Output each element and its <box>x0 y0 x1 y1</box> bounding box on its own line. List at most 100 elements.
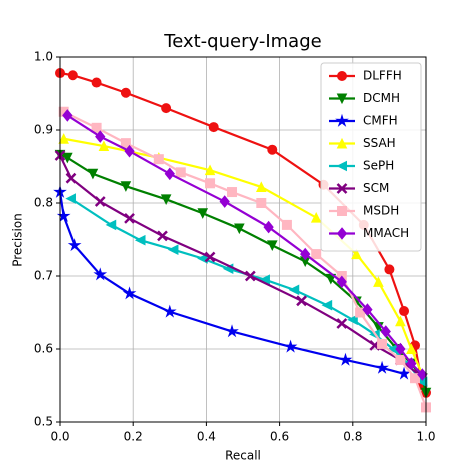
data-point <box>406 357 417 370</box>
data-point <box>87 168 99 180</box>
data-point <box>120 181 132 192</box>
x-axis-label: Recall <box>225 449 261 463</box>
legend-box <box>320 62 422 252</box>
legend-marker <box>335 113 349 127</box>
legend-marker <box>336 160 347 172</box>
data-point <box>263 220 274 234</box>
series-line <box>63 110 428 408</box>
data-point <box>161 103 172 114</box>
x-tick-label: 0.2 <box>124 430 143 444</box>
data-point <box>160 194 172 205</box>
legend-marker <box>336 183 348 194</box>
data-point <box>311 249 322 260</box>
data-point <box>98 140 110 152</box>
data-point <box>395 354 406 365</box>
data-point <box>105 219 117 231</box>
data-point <box>120 138 131 149</box>
x-tick-label: 0.6 <box>270 430 289 444</box>
data-point <box>417 368 428 381</box>
legend-marker <box>337 71 347 81</box>
y-tick-label: 0.9 <box>34 123 53 137</box>
data-point <box>310 211 322 223</box>
data-point <box>288 284 300 296</box>
y-tick-label: 0.8 <box>34 196 53 210</box>
data-point <box>124 212 135 224</box>
chart-title: Text-query-Image <box>163 31 321 52</box>
data-point <box>62 109 73 122</box>
data-point <box>164 167 175 181</box>
x-tick-label: 1.0 <box>416 430 435 444</box>
data-point <box>336 318 348 329</box>
data-point <box>256 198 267 208</box>
data-point <box>95 130 106 143</box>
data-point <box>197 208 209 219</box>
data-point <box>62 152 73 164</box>
data-point <box>397 366 411 380</box>
data-point <box>395 315 406 327</box>
data-point <box>162 304 177 318</box>
data-point <box>58 133 69 144</box>
legend-label: SePH <box>363 159 394 173</box>
series-line <box>59 71 427 394</box>
data-point <box>124 144 135 158</box>
data-point <box>373 276 384 287</box>
data-point <box>134 234 146 246</box>
data-point <box>91 77 102 88</box>
legend-marker <box>336 93 348 105</box>
x-tick-label: 0.4 <box>197 430 216 444</box>
legend-marker <box>336 227 348 240</box>
legend-label: CMFH <box>363 114 398 128</box>
data-point <box>336 275 347 289</box>
data-point <box>399 306 410 317</box>
data-point <box>267 144 278 155</box>
data-point <box>296 295 307 307</box>
data-point <box>219 195 230 208</box>
legend-label: SCM <box>363 181 389 195</box>
data-point <box>205 178 216 189</box>
data-point <box>351 248 362 260</box>
y-tick-label: 0.5 <box>34 415 53 429</box>
data-point <box>167 244 179 256</box>
y-tick-label: 0.6 <box>34 342 53 356</box>
legend-label: MSDH <box>363 204 399 218</box>
data-point <box>255 181 267 192</box>
data-point <box>384 264 395 275</box>
data-point <box>67 70 78 81</box>
data-point <box>204 164 216 176</box>
legend-marker <box>336 137 348 149</box>
data-point <box>227 187 238 198</box>
data-point <box>266 240 278 251</box>
data-point <box>93 267 108 281</box>
data-point <box>175 167 186 178</box>
data-point <box>395 342 406 356</box>
legend-label: MMACH <box>363 226 409 240</box>
data-point <box>300 247 311 261</box>
data-point <box>244 270 256 282</box>
data-point <box>153 154 164 165</box>
y-tick-label: 0.7 <box>34 269 53 283</box>
plot-frame <box>59 56 427 423</box>
data-point <box>281 219 292 230</box>
data-point <box>347 314 358 326</box>
data-point <box>375 360 389 374</box>
data-point <box>67 238 82 252</box>
data-point <box>122 286 137 300</box>
data-point <box>380 325 391 338</box>
data-point <box>406 343 417 354</box>
data-point <box>208 122 219 133</box>
data-point <box>321 299 333 311</box>
data-point <box>283 339 298 353</box>
x-tick-label: 0.0 <box>50 430 69 444</box>
legend-marker <box>337 206 347 216</box>
data-point <box>377 338 388 349</box>
y-tick-label: 1.0 <box>34 50 53 64</box>
data-point <box>157 230 168 242</box>
data-point <box>362 303 373 316</box>
data-point <box>94 196 106 207</box>
data-point <box>91 122 102 133</box>
data-point <box>204 251 216 263</box>
data-point <box>234 223 245 235</box>
data-point <box>65 193 76 204</box>
data-point <box>410 373 421 384</box>
